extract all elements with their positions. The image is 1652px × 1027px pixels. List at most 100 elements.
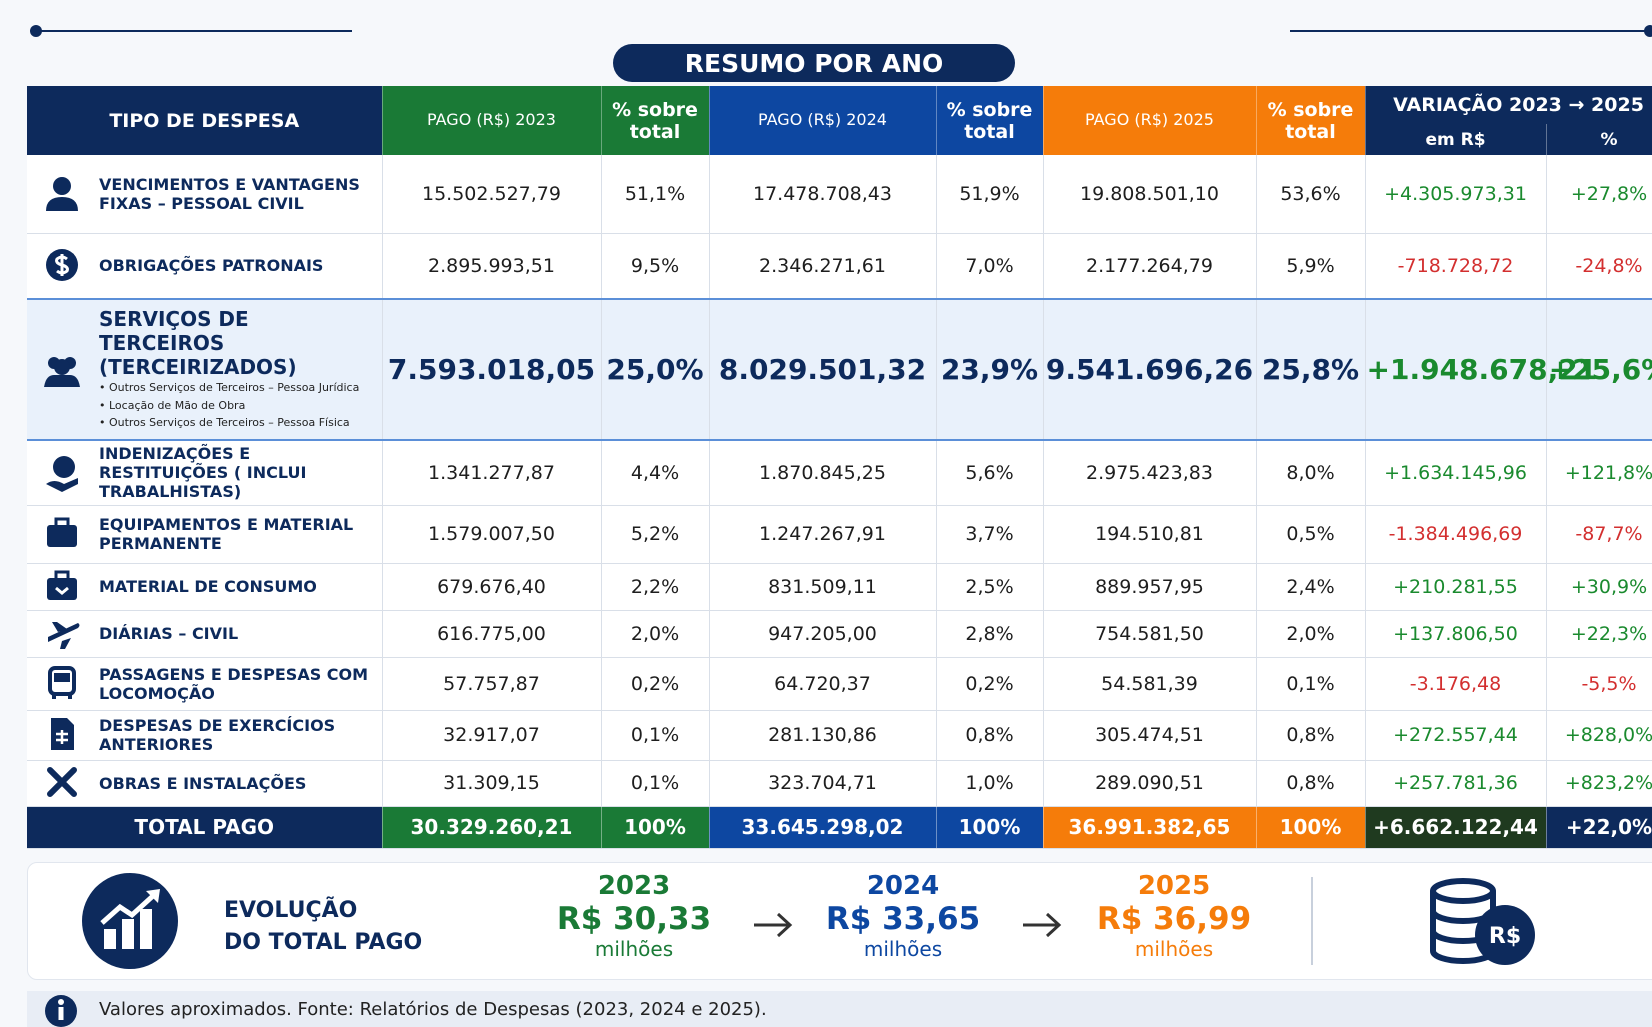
expense-detail: • Outros Serviços de Terceiros – Pessoa … (99, 381, 360, 395)
name-wrap: DIÁRIAS – CIVIL (27, 615, 376, 653)
year-block: 2023 R$ 30,33 milhões (534, 871, 734, 961)
expense-name: OBRAS E INSTALAÇÕES (99, 773, 307, 793)
value-cell: 51,1% (601, 155, 710, 234)
name-text: EQUIPAMENTOS E MATERIAL PERMANENTE (99, 515, 376, 553)
value-cell: 64.720,37 (709, 657, 937, 711)
year-block: 2025 R$ 36,99 milhões (1074, 871, 1274, 961)
column-header: % sobre total (601, 86, 710, 155)
expense-row: OBRAS E INSTALAÇÕES 31.309,15 0,1% 323.704,… (27, 760, 1652, 807)
icon (47, 767, 77, 797)
name-wrap: SERVIÇOS DE TERCEIROS (TERCEIRIZADOS) • O… (27, 307, 376, 432)
value-cell: 9,5% (601, 233, 710, 300)
value-cell: 53,6% (1256, 155, 1366, 234)
value-cell: +823,2% (1546, 760, 1652, 807)
year: 2024 (866, 871, 940, 901)
variation-subheader: em R$ (1365, 124, 1547, 155)
column-header: % sobre total (1256, 86, 1366, 155)
variation-header: VARIAÇÃO 2023 → 2025 (1365, 86, 1652, 124)
value-cell: 0,2% (936, 657, 1044, 711)
value-cell: +828,0% (1546, 710, 1652, 761)
value-cell: 679.676,40 (382, 563, 602, 611)
value-cell: 8.029.501,32 (709, 298, 937, 441)
decor-line (1290, 30, 1652, 32)
expense-name: MATERIAL DE CONSUMO (99, 577, 317, 596)
value-cell: 2.895.993,51 (382, 233, 602, 300)
value-cell: 947.205,00 (709, 610, 937, 658)
row-icon (27, 175, 99, 213)
name-text: OBRAS E INSTALAÇÕES (99, 774, 306, 793)
name-text: DIÁRIAS – CIVIL (99, 624, 238, 643)
value-cell: 15.502.527,79 (382, 155, 602, 234)
value-cell: 289.090,51 (1043, 760, 1257, 807)
expense-row: PASSAGENS E DESPESAS COM LOCOMOÇÃO 57.757… (27, 657, 1652, 711)
expense-type: MATERIAL DE CONSUMO (27, 563, 383, 611)
total-cell: 100% (601, 806, 710, 849)
value-cell: 0,2% (601, 657, 710, 711)
value-cell: 0,8% (1256, 760, 1366, 807)
icon (46, 248, 78, 281)
expense-row: DIÁRIAS – CIVIL 616.775,00 2,0% 947.205,00 2… (27, 610, 1652, 658)
value-cell: 8,0% (1256, 440, 1366, 506)
value-cell: 32.917,07 (382, 710, 602, 761)
value-cell: 1.247.267,91 (709, 505, 937, 564)
expense-row: SERVIÇOS DE TERCEIROS (TERCEIRIZADOS) • O… (27, 298, 1652, 441)
icon (48, 665, 76, 699)
expense-type: OBRAS E INSTALAÇÕES (27, 760, 383, 807)
expense-type: INDENIZAÇÕES E RESTITUIÇÕES ( INCLUI TRA… (27, 440, 383, 506)
divider (1311, 877, 1313, 965)
icon (46, 176, 78, 211)
value-cell: 1.579.007,50 (382, 505, 602, 564)
value-cell: 0,1% (601, 760, 710, 807)
value-cell: 281.130,86 (709, 710, 937, 761)
icon (47, 570, 77, 600)
value-cell: 54.581,39 (1043, 657, 1257, 711)
expense-type: EQUIPAMENTOS E MATERIAL PERMANENTE (27, 505, 383, 564)
value-cell: 25,8% (1256, 298, 1366, 441)
name-wrap: OBRIGAÇÕES PATRONAIS (27, 247, 376, 285)
value-cell: -24,8% (1546, 233, 1652, 300)
value-cell: 9.541.696,26 (1043, 298, 1257, 441)
value-cell: +30,9% (1546, 563, 1652, 611)
value-cell: -718.728,72 (1365, 233, 1547, 300)
column-header: PAGO (R$) 2025 (1043, 86, 1257, 155)
column-header: % sobre total (936, 86, 1044, 155)
value-cell: +4.305.973,31 (1365, 155, 1547, 234)
value-cell: 754.581,50 (1043, 610, 1257, 658)
value-cell: 194.510,81 (1043, 505, 1257, 564)
value-cell: 2.346.271,61 (709, 233, 937, 300)
name-wrap: INDENIZAÇÕES E RESTITUIÇÕES ( INCLUI TRA… (27, 444, 376, 501)
value-cell: +257.781,36 (1365, 760, 1547, 807)
value-cell: 305.474,51 (1043, 710, 1257, 761)
value-cell: +1.948.678,21 (1365, 298, 1597, 441)
total-cell: 100% (936, 806, 1044, 849)
name-text: SERVIÇOS DE TERCEIROS (TERCEIRIZADOS) • O… (99, 307, 376, 432)
evolution-label: EVOLUÇÃO DO TOTAL PAGO (224, 895, 422, 959)
row-icon (27, 454, 99, 492)
arrow (752, 909, 796, 949)
expense-row: DESPESAS DE EXERCÍCIOS ANTERIORES 32.917,… (27, 710, 1652, 761)
expense-name: DESPESAS DE EXERCÍCIOS ANTERIORES (99, 716, 336, 754)
value-cell: 2.177.264,79 (1043, 233, 1257, 300)
row-icon (27, 568, 99, 606)
value-cell: +22,3% (1546, 610, 1652, 658)
row-icon (27, 615, 99, 653)
expense-name: INDENIZAÇÕES E RESTITUIÇÕES ( INCLUI TRA… (99, 444, 307, 502)
value-cell: 0,8% (1256, 710, 1366, 761)
value-cell: 51,9% (936, 155, 1044, 234)
expense-name: SERVIÇOS DE TERCEIROS (TERCEIRIZADOS) (99, 307, 297, 380)
value-cell: 2,0% (1256, 610, 1366, 658)
value-cell: 0,1% (601, 710, 710, 761)
header-row: em R$% (27, 124, 1652, 155)
expense-row: OBRIGAÇÕES PATRONAIS 2.895.993,51 9,5% 2.34… (27, 233, 1652, 300)
decor-dot (1644, 25, 1652, 37)
arrow-icon (754, 912, 793, 938)
coins-icon: R$ (1430, 878, 1535, 965)
name-text: VENCIMENTOS E VANTAGENS FIXAS – PESSOAL … (99, 175, 376, 213)
arrow-icon (1023, 912, 1062, 938)
row-icon (27, 247, 99, 285)
row-icon (27, 351, 99, 389)
value-cell: +272.557,44 (1365, 710, 1547, 761)
value-cell: 831.509,11 (709, 563, 937, 611)
unit: milhões (863, 937, 943, 961)
